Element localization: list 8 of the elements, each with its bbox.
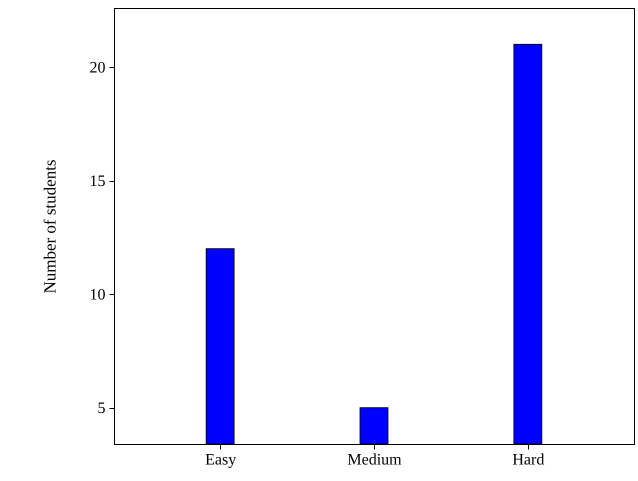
y-tick-label: 20: [90, 60, 106, 77]
y-axis-title: Number of students: [40, 159, 60, 294]
y-tick-label: 10: [90, 286, 106, 304]
y-tick-label: 5: [98, 400, 106, 418]
x-tick-label: Hard: [512, 452, 544, 468]
x-tick-label: Easy: [205, 452, 236, 468]
x-tick-label: Medium: [347, 452, 402, 468]
y-tick-label: 15: [90, 173, 106, 190]
